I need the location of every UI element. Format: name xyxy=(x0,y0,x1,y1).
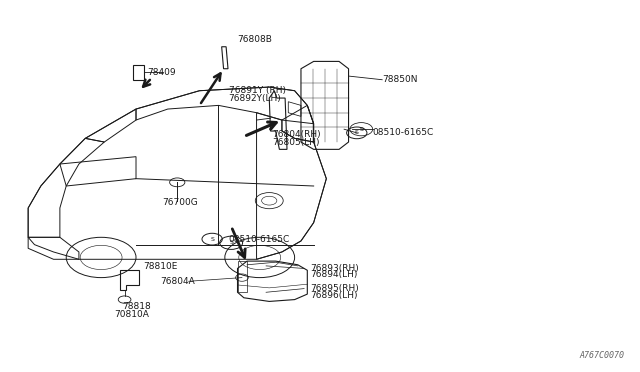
Text: 76893(RH): 76893(RH) xyxy=(310,264,359,273)
Text: S: S xyxy=(359,127,363,132)
Text: 70810A: 70810A xyxy=(114,310,148,319)
Text: 76891Y (RH): 76891Y (RH) xyxy=(228,86,285,95)
Text: 78850N: 78850N xyxy=(382,75,418,84)
Text: S: S xyxy=(229,240,233,245)
Text: 78810E: 78810E xyxy=(143,262,178,271)
Text: S: S xyxy=(355,130,359,135)
Text: 76896(LH): 76896(LH) xyxy=(310,291,358,300)
Text: 76895(RH): 76895(RH) xyxy=(310,284,359,293)
Text: 76804A: 76804A xyxy=(160,277,195,286)
Text: S: S xyxy=(210,237,214,242)
Text: A767C0070: A767C0070 xyxy=(580,351,625,360)
Text: 76892Y(LH): 76892Y(LH) xyxy=(228,93,282,103)
Text: 08510-6165C: 08510-6165C xyxy=(228,235,289,244)
Text: 76894(LH): 76894(LH) xyxy=(310,270,358,279)
Text: 76804(RH): 76804(RH) xyxy=(273,130,321,139)
Bar xyxy=(133,65,144,80)
Text: 78818: 78818 xyxy=(122,302,151,311)
Text: 76808B: 76808B xyxy=(237,35,273,44)
Text: 76700G: 76700G xyxy=(163,198,198,207)
Text: 78409: 78409 xyxy=(147,68,176,77)
Text: 08510-6165C: 08510-6165C xyxy=(372,128,434,137)
Text: 76805(LH): 76805(LH) xyxy=(273,138,320,147)
